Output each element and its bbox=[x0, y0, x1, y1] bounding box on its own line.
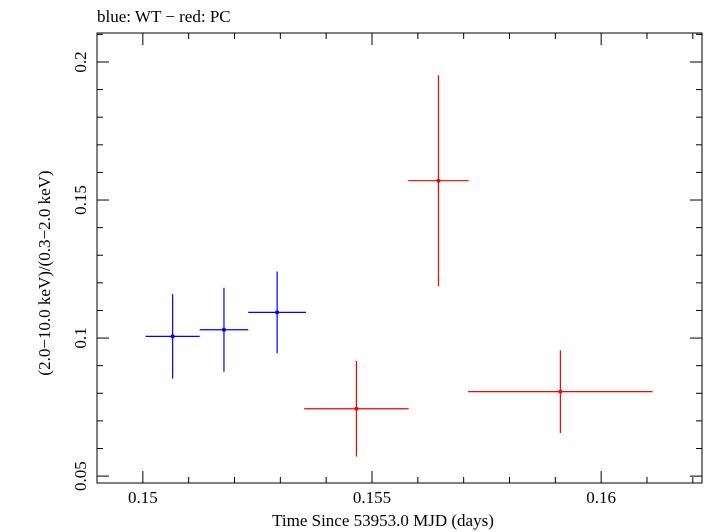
x-tick-label: 0.16 bbox=[586, 488, 616, 507]
chart-title: blue: WT − red: PC bbox=[97, 7, 231, 26]
data-point bbox=[436, 178, 441, 183]
axis-ticks bbox=[96, 33, 702, 483]
data-point bbox=[221, 327, 226, 332]
data-point bbox=[354, 406, 359, 411]
plot-frame bbox=[96, 32, 703, 484]
y-tick-labels: 0.05 0.1 0.15 0.2 bbox=[71, 51, 90, 491]
x-tick-label: 0.15 bbox=[128, 488, 158, 507]
data-point bbox=[275, 310, 280, 315]
x-tick-labels: 0.15 0.155 0.16 bbox=[128, 488, 616, 507]
y-tick-label: 0.1 bbox=[71, 327, 90, 348]
series-1 bbox=[304, 75, 653, 457]
data-point bbox=[558, 389, 563, 394]
y-tick-label: 0.2 bbox=[71, 51, 90, 72]
x-tick-label: 0.155 bbox=[353, 488, 391, 507]
x-axis-label: Time Since 53953.0 MJD (days) bbox=[272, 511, 494, 530]
data-point bbox=[170, 334, 175, 339]
data-series bbox=[145, 75, 653, 457]
y-tick-label: 0.05 bbox=[71, 461, 90, 491]
y-tick-label: 0.15 bbox=[71, 185, 90, 215]
series-0 bbox=[145, 271, 306, 379]
y-axis-label: (2.0−10.0 keV)/(0.3−2.0 keV) bbox=[35, 170, 54, 375]
